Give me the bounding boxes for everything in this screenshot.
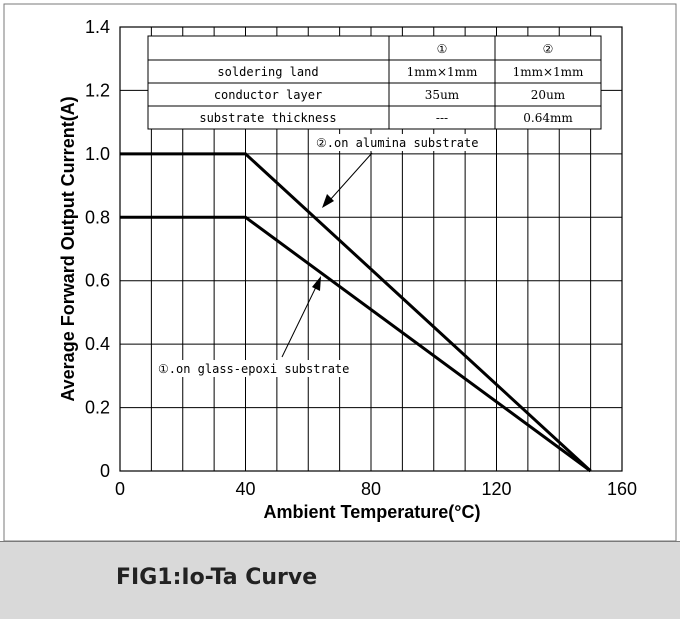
- table-row-label: soldering land: [217, 65, 318, 79]
- x-tick-label: 80: [361, 479, 381, 499]
- y-tick-label: 0: [100, 461, 110, 481]
- caption-band: [0, 541, 680, 619]
- table-cell: 20um: [531, 88, 566, 102]
- substrate-table: ① ② soldering land 1mm×1mm 1mm×1mm condu…: [147, 35, 602, 130]
- series-line-alumina: [120, 152, 592, 473]
- y-tick-label: 1.4: [85, 17, 110, 37]
- annotation-glass-epoxi-text: ①.on glass-epoxi substrate: [158, 362, 349, 376]
- annotation-glass-epoxi-arrowhead: [312, 276, 321, 291]
- y-tick-label: 1.2: [85, 80, 110, 100]
- y-tick-label: 0.6: [85, 271, 110, 291]
- annotation-alumina-text: ②.on alumina substrate: [316, 136, 478, 150]
- x-tick-label: 160: [607, 479, 637, 499]
- axis-ticks: 0 40 80 120 160 0 0.2 0.4 0.6 0.8 1.0 1.2 1.4: [85, 17, 637, 499]
- io-ta-chart: ① ② soldering land 1mm×1mm 1mm×1mm condu…: [3, 3, 677, 542]
- table-cell: 35um: [425, 88, 460, 102]
- series-line-glass-epoxi: [120, 215, 592, 473]
- table-header-col1: ①: [437, 42, 448, 56]
- table-row-label: conductor layer: [214, 88, 322, 102]
- x-tick-label: 0: [115, 479, 125, 499]
- series-lines: [120, 152, 592, 473]
- table-cell: ---: [436, 111, 448, 125]
- table-row-label: substrate thickness: [199, 111, 336, 125]
- annotation-glass-epoxi: ①.on glass-epoxi substrate: [155, 276, 355, 377]
- figure-caption: FIG1:Io-Ta Curve: [116, 565, 318, 590]
- plot-frame: [119, 26, 623, 472]
- y-tick-label: 0.2: [85, 398, 110, 418]
- table-cell: 0.64mm: [523, 111, 573, 125]
- y-axis-label: Average Forward Output Current(A): [58, 96, 78, 401]
- annotation-alumina-leader: [329, 152, 373, 201]
- annotation-alumina: ②.on alumina substrate: [312, 134, 484, 208]
- x-axis-label: Ambient Temperature(°C): [264, 502, 481, 522]
- table-cell: 1mm×1mm: [513, 65, 584, 79]
- x-tick-label: 120: [481, 479, 511, 499]
- annotation-glass-epoxi-leader: [281, 286, 317, 358]
- y-tick-label: 1.0: [85, 144, 110, 164]
- y-tick-label: 0.4: [85, 334, 110, 354]
- y-tick-label: 0.8: [85, 207, 110, 227]
- annotation-alumina-arrowhead: [322, 194, 334, 208]
- table-header-col2: ②: [543, 42, 554, 56]
- table-cell: 1mm×1mm: [407, 65, 478, 79]
- x-tick-label: 40: [235, 479, 255, 499]
